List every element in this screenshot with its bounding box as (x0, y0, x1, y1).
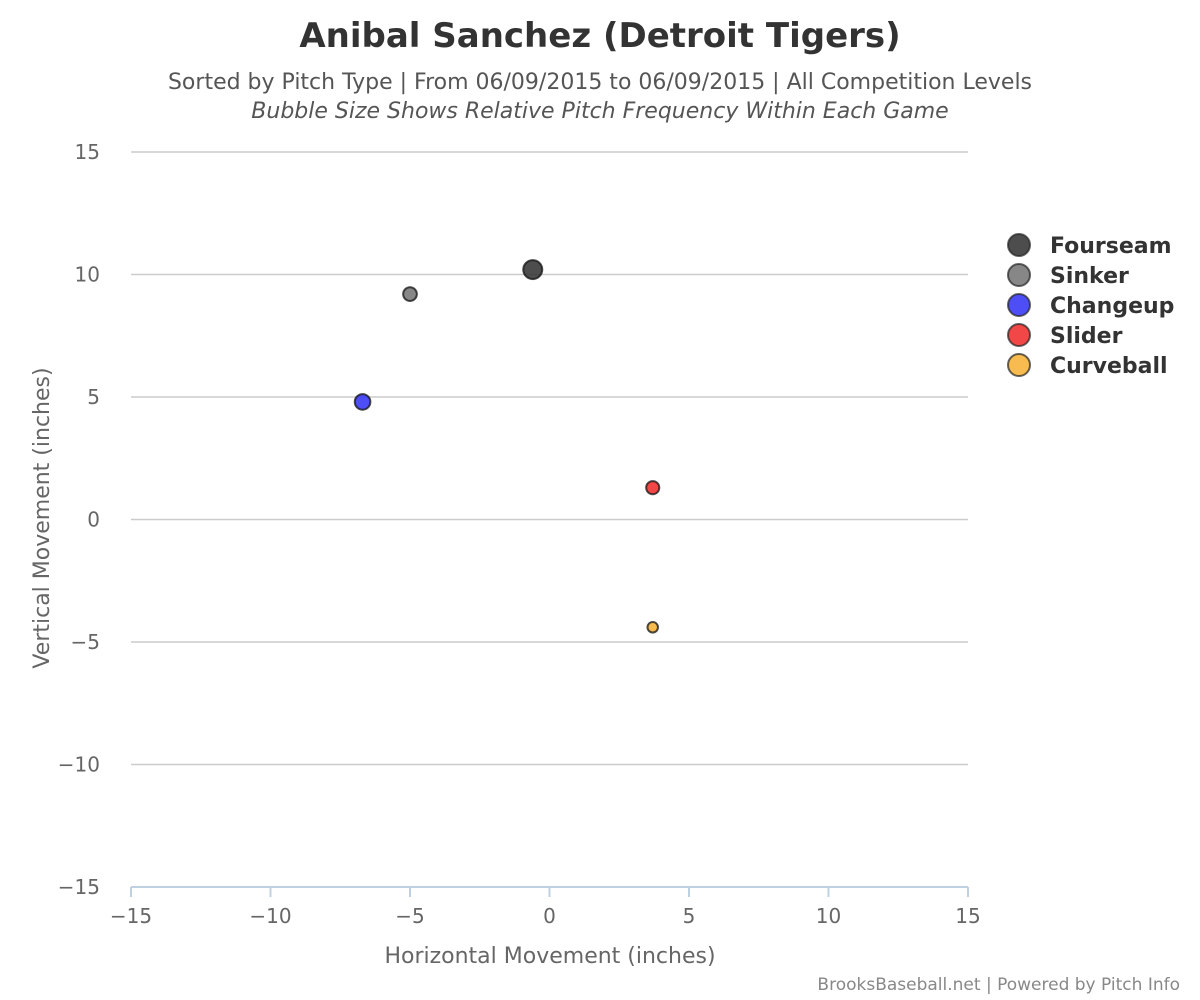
chart-title: Anibal Sanchez (Detroit Tigers) (299, 16, 900, 56)
legend-marker-slider (1007, 323, 1031, 347)
x-tick-label: −15 (110, 904, 152, 928)
x-tick-label: 0 (543, 904, 556, 928)
point-fourseam (522, 259, 544, 281)
legend: Fourseam Sinker Changeup Slider Curveball (1007, 233, 1174, 379)
y-tick-label: 15 (75, 140, 100, 164)
x-tick-label: −5 (395, 904, 424, 928)
legend-label-sinker: Sinker (1050, 264, 1129, 289)
x-axis-ticks: −15 −10 −5 0 5 10 15 (110, 887, 981, 928)
point-curveball (646, 621, 659, 634)
legend-label-changeup: Changeup (1050, 294, 1174, 319)
y-axis-title: Vertical Movement (inches) (30, 367, 55, 668)
x-tick-label: 5 (683, 904, 696, 928)
legend-marker-fourseam (1007, 233, 1031, 257)
legend-marker-changeup (1007, 293, 1031, 317)
y-tick-label: 5 (87, 385, 100, 409)
x-tick-label: 10 (816, 904, 841, 928)
x-axis-title: Horizontal Movement (inches) (384, 944, 715, 969)
point-slider (645, 480, 661, 496)
chart-subtitle-note: Bubble Size Shows Relative Pitch Frequen… (251, 99, 948, 124)
data-points (353, 259, 661, 634)
legend-marker-curveball (1007, 353, 1031, 377)
legend-label-curveball: Curveball (1050, 354, 1168, 379)
point-sinker (402, 286, 418, 302)
point-changeup (353, 393, 372, 411)
x-tick-label: −10 (249, 904, 291, 928)
y-axis-ticks: −15 −10 −5 0 5 10 15 (58, 140, 100, 899)
x-tick-label: 15 (955, 904, 980, 928)
y-tick-label: 10 (75, 263, 100, 287)
y-tick-label: −15 (58, 875, 100, 899)
legend-label-fourseam: Fourseam (1050, 234, 1172, 259)
grid-lines (131, 151, 968, 766)
y-tick-label: 0 (87, 508, 100, 532)
legend-label-slider: Slider (1050, 324, 1123, 349)
y-tick-label: −10 (58, 753, 100, 777)
y-tick-label: −5 (71, 630, 100, 654)
credit-text: BrooksBaseball.net | Powered by Pitch In… (817, 975, 1180, 995)
legend-marker-sinker (1007, 263, 1031, 287)
chart-subtitle: Sorted by Pitch Type | From 06/09/2015 t… (168, 70, 1032, 95)
